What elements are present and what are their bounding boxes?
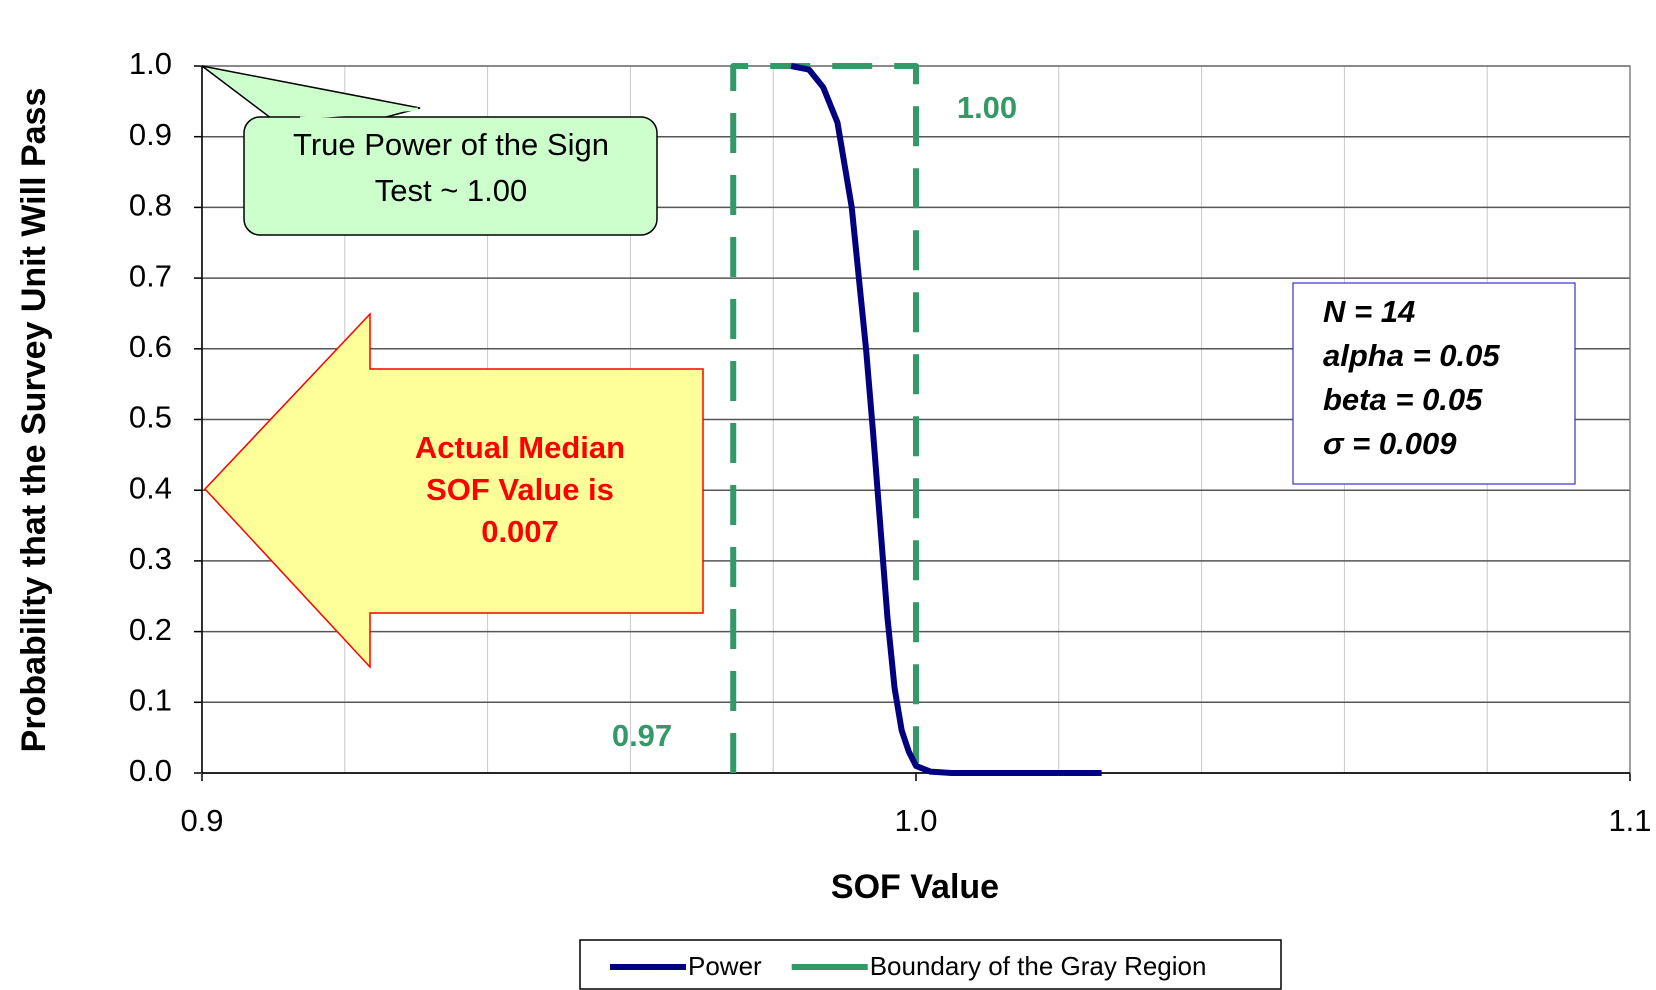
legend-label: Power — [688, 951, 762, 981]
arrow-text: SOF Value is — [426, 472, 614, 507]
y-tick-label: 1.0 — [129, 46, 172, 81]
x-tick-label: 0.9 — [180, 803, 223, 838]
y-tick-label: 0.0 — [129, 753, 172, 788]
y-tick-label: 0.2 — [129, 612, 172, 647]
arrow — [203, 312, 704, 669]
y-tick-label: 0.1 — [129, 682, 172, 717]
y-tick-label: 0.7 — [129, 258, 172, 293]
stats-box — [1292, 282, 1576, 485]
stats-text: σ = 0.009 — [1323, 426, 1457, 461]
y-tick-label: 0.5 — [129, 400, 172, 435]
legend-box — [579, 939, 1282, 990]
x-tick-label: 1.0 — [894, 803, 937, 838]
boundary-label: 1.00 — [957, 90, 1017, 125]
callout-box — [243, 116, 658, 236]
line-series — [790, 63, 1102, 776]
y-tick-label: 0.3 — [129, 541, 172, 576]
arrow-text: Actual Median — [415, 430, 625, 465]
y-tick-label: 0.8 — [129, 188, 172, 223]
x-axis-label: SOF Value — [831, 868, 999, 906]
y-tick-label: 0.4 — [129, 470, 172, 505]
callout-text: Test ~ 1.00 — [375, 173, 528, 208]
y-tick-label: 0.9 — [129, 117, 172, 152]
boundary-label: 0.97 — [612, 718, 672, 753]
stats-text: alpha = 0.05 — [1323, 338, 1500, 373]
stats-text: beta = 0.05 — [1323, 382, 1483, 417]
arrow-text: 0.007 — [481, 514, 559, 549]
line-series — [730, 63, 919, 773]
stats-text: N = 14 — [1323, 294, 1415, 329]
x-tick-label: 1.1 — [1608, 803, 1651, 838]
legend-label: Boundary of the Gray Region — [870, 951, 1207, 981]
callout-join — [299, 107, 419, 120]
y-tick-label: 0.6 — [129, 329, 172, 364]
y-axis-label: Probability that the Survey Unit Will Pa… — [15, 88, 53, 753]
callout-text: True Power of the Sign — [293, 127, 609, 162]
